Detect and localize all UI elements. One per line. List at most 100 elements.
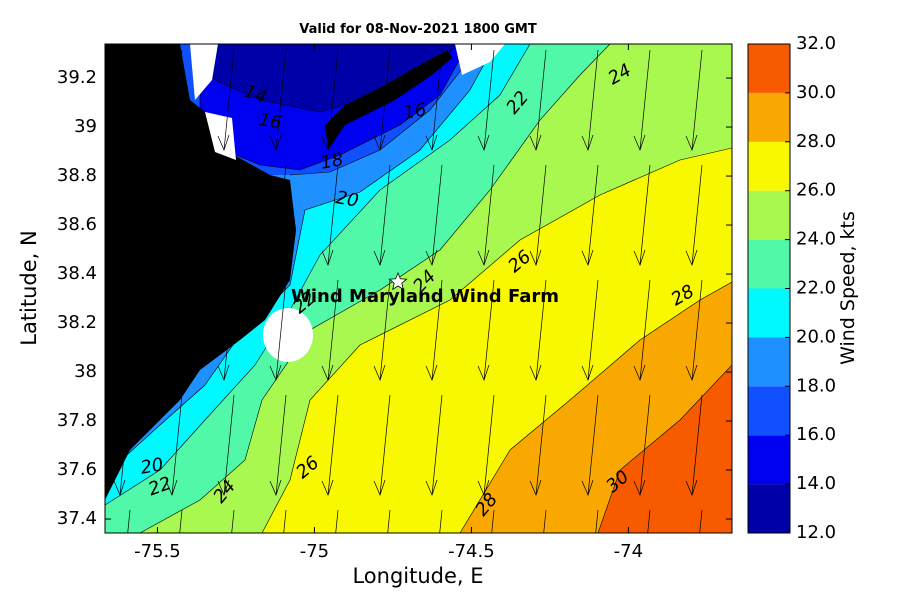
wind-arrow-head <box>633 364 646 381</box>
wind-arrow-head <box>165 479 178 496</box>
wind-arrow-head <box>113 134 126 151</box>
colorbar-band <box>748 239 790 289</box>
x-tick-label: -74 <box>614 541 643 562</box>
wind-arrow-head <box>477 364 490 381</box>
colorbar-tick-label: 28.0 <box>796 131 836 152</box>
wind-arrow-head <box>373 364 386 381</box>
wind-arrow-head <box>686 595 697 600</box>
wind-arrow <box>595 509 599 533</box>
wind-arrow <box>275 49 287 151</box>
contour-label: 20 <box>334 187 360 212</box>
x-tick-label: -75 <box>300 541 329 562</box>
colorbar-tick-label: 12.0 <box>796 522 836 543</box>
wind-arrow-head <box>269 479 282 496</box>
wind-arrow-head <box>113 479 126 496</box>
y-axis-label: Latitude, N <box>17 230 41 346</box>
wind-arrow-head <box>269 249 282 266</box>
y-tick-label: 38 <box>74 361 97 382</box>
wind-arrow-head <box>582 595 593 600</box>
wind-arrow <box>171 49 183 151</box>
wind-arrow-head <box>321 249 334 266</box>
wind-arrow-head <box>373 479 386 496</box>
wind-arrow <box>431 49 443 151</box>
wind-arrow-head <box>425 479 438 496</box>
colorbar-tick-label: 32.0 <box>796 33 836 54</box>
wind-arrow <box>691 164 703 266</box>
wind-arrow <box>171 279 183 381</box>
wind-arrow-head <box>165 249 178 266</box>
wind-arrow <box>275 164 287 266</box>
contour-line <box>139 44 611 533</box>
wind-arrow-head <box>166 595 177 600</box>
colorbar-label: Wind Speed, kts <box>837 211 859 365</box>
plot-frame <box>104 43 733 534</box>
wind-arrow-head <box>425 134 438 151</box>
wind-arrow-head <box>114 595 125 600</box>
wind-arrow-head <box>581 479 594 496</box>
contour-line <box>261 147 732 533</box>
contour-label: 18 <box>319 149 345 174</box>
no-data-area <box>455 44 505 75</box>
wind-arrow <box>587 164 599 266</box>
wind-arrow-head <box>269 134 282 151</box>
wind-arrow <box>647 509 651 533</box>
wind-arrow-head <box>685 479 698 496</box>
wind-arrow-head <box>217 364 230 381</box>
y-tick-label: 37.4 <box>57 508 97 529</box>
no-data-area <box>205 112 236 160</box>
wind-arrow-head <box>374 595 385 600</box>
wind-arrow-head <box>321 364 334 381</box>
colorbar-tick-label: 18.0 <box>796 375 836 396</box>
wind-arrow-head <box>321 134 334 151</box>
wind-arrow <box>119 49 131 151</box>
wind-arrow <box>327 164 339 266</box>
wind-arrow-head <box>685 134 698 151</box>
colorbar-band <box>748 190 790 240</box>
colorbar-band <box>748 484 790 533</box>
x-tick-label: -75.5 <box>134 541 181 562</box>
wind-arrow <box>223 279 235 381</box>
y-tick-label: 38.6 <box>57 214 97 235</box>
wind-arrow <box>171 394 183 496</box>
wind-arrow <box>483 394 495 496</box>
wind-arrow-head <box>321 479 334 496</box>
wind-arrow <box>223 49 235 151</box>
wind-arrow <box>699 509 703 533</box>
no-data-area <box>190 44 218 100</box>
colorbar-tick-label: 22.0 <box>796 278 836 299</box>
wind-arrow <box>535 164 547 266</box>
wind-arrow-head <box>529 479 542 496</box>
wind-arrow <box>691 279 703 381</box>
axes: -75.5 -75 -74.5 -74 37.4 37.6 37.8 38 38.2 38.4 38… <box>57 44 732 562</box>
wind-arrow <box>379 164 391 266</box>
wind-arrow-head <box>477 479 490 496</box>
wind-arrow-head <box>165 364 178 381</box>
land <box>325 50 452 150</box>
wind-arrow <box>691 49 703 151</box>
contour-label: 16 <box>257 109 283 134</box>
wind-arrow-head <box>426 595 437 600</box>
colorbar-band <box>748 337 790 387</box>
wind-arrow <box>179 509 183 533</box>
contour-label: 16 <box>402 99 428 124</box>
wind-arrow <box>379 279 391 381</box>
wind-arrow <box>327 394 339 496</box>
wind-arrow <box>127 509 131 533</box>
wind-arrow-head <box>477 134 490 151</box>
wind-arrow-head <box>217 479 230 496</box>
colorbar-tick-label: 14.0 <box>796 473 836 494</box>
colorbar-band <box>748 141 790 191</box>
wind-arrow-head <box>425 364 438 381</box>
wind-arrow-head <box>529 134 542 151</box>
colorbar-band <box>748 44 790 93</box>
wind-arrow-head <box>581 364 594 381</box>
wind-arrow <box>119 279 131 381</box>
wind-band <box>190 44 458 112</box>
wind-arrow <box>223 394 235 496</box>
wind-arrow-head <box>529 249 542 266</box>
wind-arrow <box>639 279 651 381</box>
contour-line <box>105 44 496 476</box>
wind-arrow <box>535 394 547 496</box>
